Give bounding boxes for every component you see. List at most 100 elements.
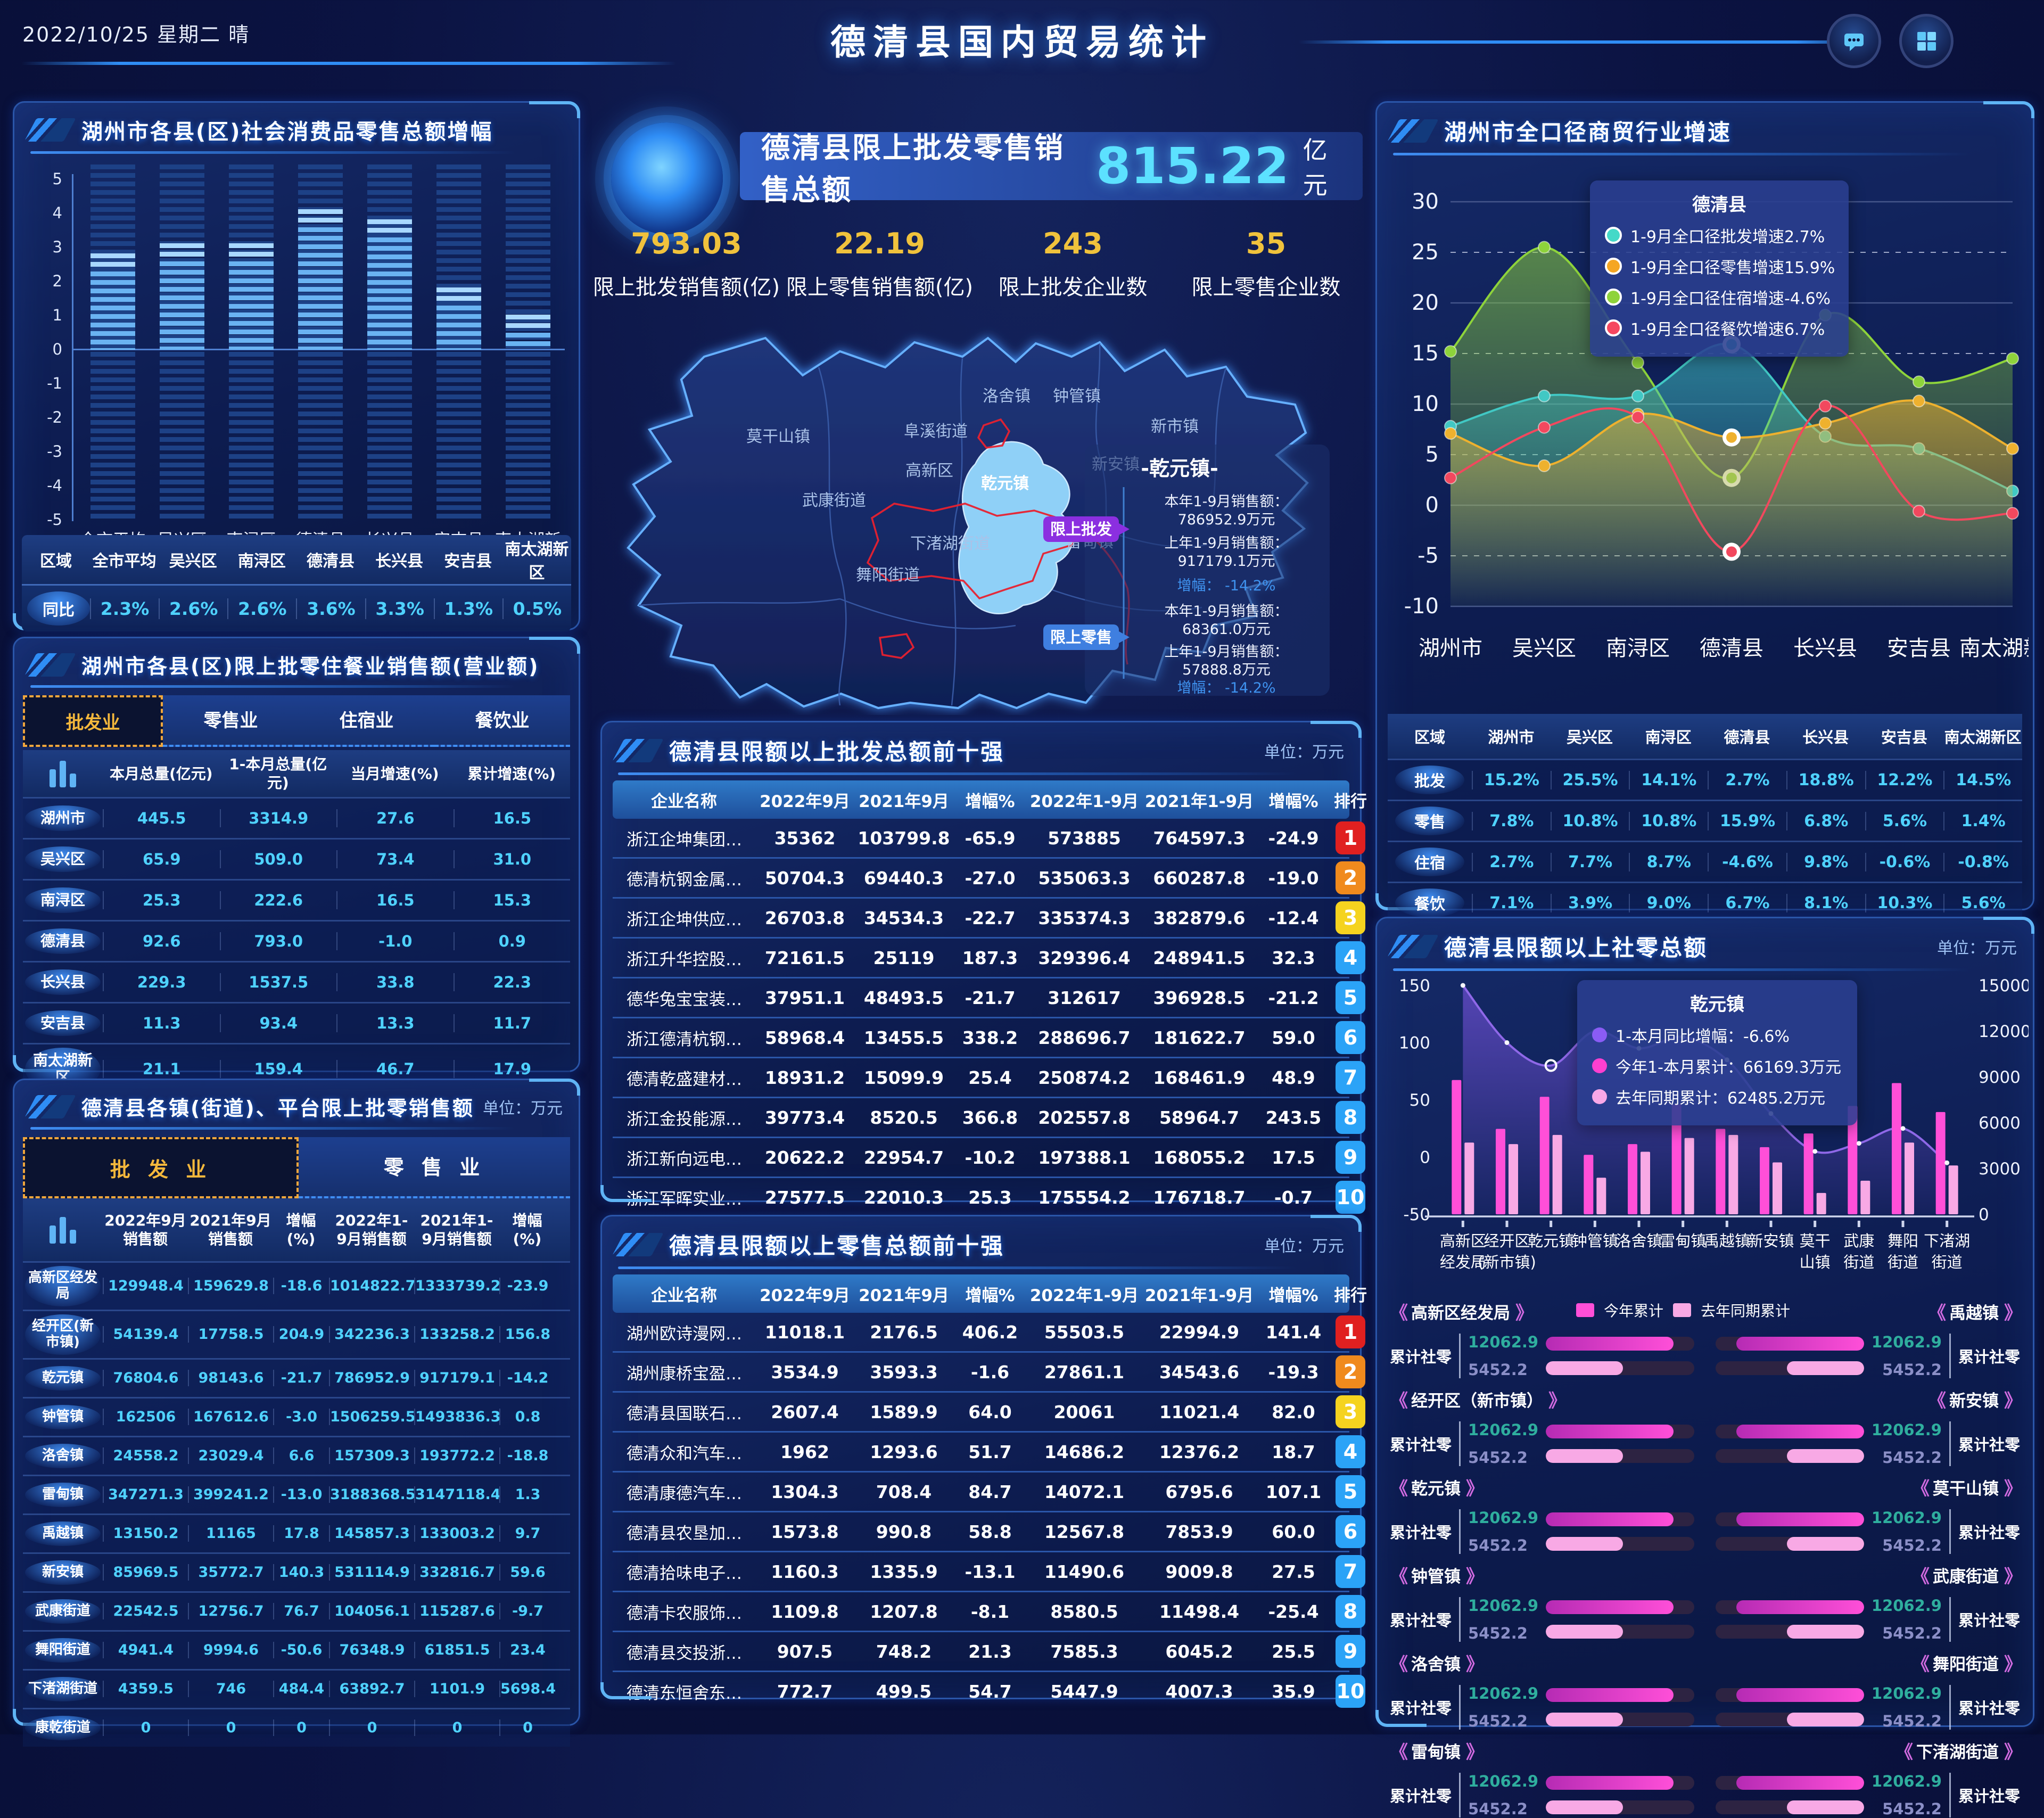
panel3-table-body: 高新区经发局 129948.4 159629.8 -18.6 1014822.7 1333… [23,1261,570,1747]
table-cell: 23.4 [499,1642,555,1659]
table-row[interactable]: 浙江升华控股… 72161.5 25119 187.3 329396.4 248941.5… [613,937,1365,977]
svg-text:德清县: 德清县 [1700,636,1763,661]
title-underline [618,1266,1296,1269]
table-row[interactable]: 德清众和汽车… 1962 1293.6 51.7 14686.2 12376.2 18.7 4 [613,1431,1365,1471]
quote-icon: 《 [1911,1566,1930,1587]
table-row[interactable]: 浙江军晖实业… 27577.5 22010.3 25.3 175554.2 176718.… [613,1177,1365,1216]
column-header: 企业名称 [651,792,717,811]
tab-零售业[interactable]: 零售业 [163,695,299,747]
table-cell: 499.5 [876,1681,932,1702]
wholesale-map-button[interactable]: 限上批发 [1043,516,1130,542]
gauge-fill [1546,1688,1674,1702]
panel2-title: 湖州市各县(区)限上批零住餐业销售额(营业额) [81,655,540,678]
table-cell: 14072.1 [1044,1481,1125,1502]
column-header: 2021年9月销售额 [189,1212,271,1248]
quote-icon: 《 [1928,1303,1946,1324]
table-cell: -21.2 [1268,987,1319,1008]
town-label[interactable]: 阜溪街道 [904,422,968,441]
gauge-bars [1546,1600,1694,1639]
table-row[interactable]: 浙江企坤供应… 26703.8 34534.3 -22.7 335374.3 382879… [613,897,1365,937]
table-row[interactable]: 德清县农垦加… 1573.8 990.8 58.8 12567.8 7853.9 60.0 6 [613,1511,1365,1551]
table-cell: 59.0 [1272,1027,1315,1048]
table-row[interactable]: 德清乾盛建材… 18931.2 15099.9 25.4 250874.2 168461.… [613,1057,1365,1097]
company-name: 德清县国联石… [627,1404,742,1424]
gauge-item: 《高新区经发局》累计社零 12062.9 5452.2 [1390,1291,1694,1379]
column-header: 增幅% [965,792,1015,811]
quote-icon: 《 [1390,1566,1408,1587]
wholesale-top10-title: 德清县限额以上批发总额前十强 [669,739,1005,765]
table-row[interactable]: 德清拾味电子… 1160.3 1335.9 -13.1 11490.6 9009.8 27.… [613,1551,1365,1591]
panel1-table-row: 同比 2.3% 2.6% 2.6% 3.6% 3.3% 1.3% 0.5% [22,584,571,631]
table-row[interactable]: 湖州康桥宝盈… 3534.9 3593.3 -1.6 27861.1 34543.6 -19… [613,1351,1365,1391]
tab-批发业[interactable]: 批发业 [23,695,163,747]
legend-swatch-icon [1673,1303,1692,1317]
tab-住宿业[interactable]: 住宿业 [299,695,434,747]
row-label: 下渚湖街道 [25,1676,101,1701]
table-row[interactable]: 德华兔宝宝装… 37951.1 48493.5 -21.7 312617 396928.5… [613,977,1365,1017]
table-cell: 329396.4 [1038,947,1131,968]
town-label[interactable]: 新市镇 [1151,417,1199,436]
table-cell: 129948.4 [103,1278,188,1295]
previous-value: 5452.2 [1468,1712,1528,1730]
summary-value: 815.22 [1095,137,1289,195]
table-row[interactable]: 德清康德汽车… 1304.3 708.4 84.7 14072.1 6795.6 107.1… [613,1471,1365,1511]
table-cell: -0.6% [1865,852,1944,871]
town-label[interactable]: 高新区 [905,462,953,480]
gauge-item: 《洛舍镇》累计社零 12062.9 5452.2 [1390,1642,1694,1730]
wholesale-top10-unit: 单位：万元 [1264,743,1344,762]
gauge-track [1546,1449,1694,1463]
table-cell: 4007.3 [1165,1681,1233,1702]
tab-餐饮业[interactable]: 餐饮业 [434,695,570,747]
table-row[interactable]: 德清县国联石… 2607.4 1589.9 64.0 20061 11021.4 82.0 3 [613,1391,1365,1431]
table-row[interactable]: 湖州欧诗漫网… 11018.1 2176.5 406.2 55503.5 22994.9 1… [613,1313,1365,1351]
town-label[interactable]: 舞阳街道 [856,566,920,585]
table-cell: 65.9 [103,850,220,868]
gauge-track [1546,1625,1694,1639]
table-cell: 141.4 [1265,1321,1322,1343]
grid-menu-button[interactable] [1899,14,1954,68]
panel1-title-bar: 湖州市各县(区)社会消费品零售总额增幅 [14,103,579,154]
message-button[interactable] [1827,14,1881,68]
town-label[interactable]: 钟管镇 [1053,387,1101,406]
table-row[interactable]: 浙江新向远电… 20622.2 22954.7 -10.2 197388.1 168055… [613,1137,1365,1177]
table-row[interactable]: 德清县交投浙… 907.5 748.2 21.3 7585.3 6045.2 25.5 9 [613,1631,1365,1671]
town-label[interactable]: 洛舍镇 [983,387,1031,406]
table-row[interactable]: 浙江金投能源… 39773.4 8520.5 366.8 202557.8 58964.7… [613,1097,1365,1137]
tab-零售业[interactable]: 零 售 业 [299,1137,570,1198]
summary-stat: 35 限上零售企业数 [1169,227,1363,301]
town-label[interactable]: 乾元镇 [981,474,1029,493]
county-map[interactable]: 莫干山镇阜溪街道洛舍镇钟管镇新市镇高新区乾元镇武康街道新安镇雷甸镇下渚湖街道舞阳… [590,311,1363,715]
gauge-track [1716,1625,1864,1639]
town-label[interactable]: 下渚湖街道 [910,534,990,553]
table-cell: 140.3 [273,1564,329,1581]
company-name: 德清卡农服饰… [627,1603,742,1623]
region-qianyuan-highlight[interactable] [958,441,1074,614]
table-row[interactable]: 德清杭钢金属… 50704.3 69440.3 -27.0 535063.3 660287… [613,857,1365,897]
tab-批发业[interactable]: 批 发 业 [23,1137,299,1198]
summary-stats: 793.03 限上批发销售额(亿) 22.19 限上零售销售额(亿) 243 限上批发企业… [590,227,1363,301]
table-cell: 0 [414,1720,499,1737]
legend-item: 1-9月全口径餐饮增速6.7% [1605,316,1834,340]
table-row[interactable]: 德清东恒舍东… 772.7 499.5 54.7 5447.9 4007.3 35.9 10 [613,1671,1365,1710]
table-row[interactable]: 浙江德清杭钢… 58968.4 13455.5 338.2 288696.7 181622… [613,1017,1365,1057]
town-label[interactable]: 武康街道 [802,491,866,510]
table-cell: 10.3% [1865,893,1944,912]
gauge-town-name: 《洛舍镇》 [1390,1650,1694,1676]
table-cell: 342236.3 [329,1326,414,1343]
table-row[interactable]: 德清卡农服饰… 1109.8 1207.8 -8.1 8580.5 11498.4 -25.… [613,1591,1365,1631]
table-row[interactable]: 浙江企坤集团… 35362 103799.8 -65.9 573885 764597.3-… [613,819,1365,857]
rank-badge: 10 [1336,1675,1365,1708]
svg-text:68361.0万元: 68361.0万元 [1182,621,1271,638]
table-cell: 786952.9 [329,1370,414,1387]
table-cell: -0.7 [1274,1187,1313,1208]
gauge-fill [1546,1537,1623,1551]
svg-text:本年1-9月销售额：: 本年1-9月销售额： [1164,603,1288,620]
table-cell: 1589.9 [870,1401,938,1422]
retail-map-button[interactable]: 限上零售 [1043,624,1130,650]
town-label[interactable]: 莫干山镇 [746,427,810,446]
value-segment [367,237,412,350]
gauge-body: 12062.9 5452.2 累计社零 [1716,1421,2020,1467]
table-cell: 50704.3 [764,867,845,889]
svg-text:新安镇: 新安镇 [1748,1232,1794,1250]
company-name: 德清拾味电子… [627,1564,742,1583]
